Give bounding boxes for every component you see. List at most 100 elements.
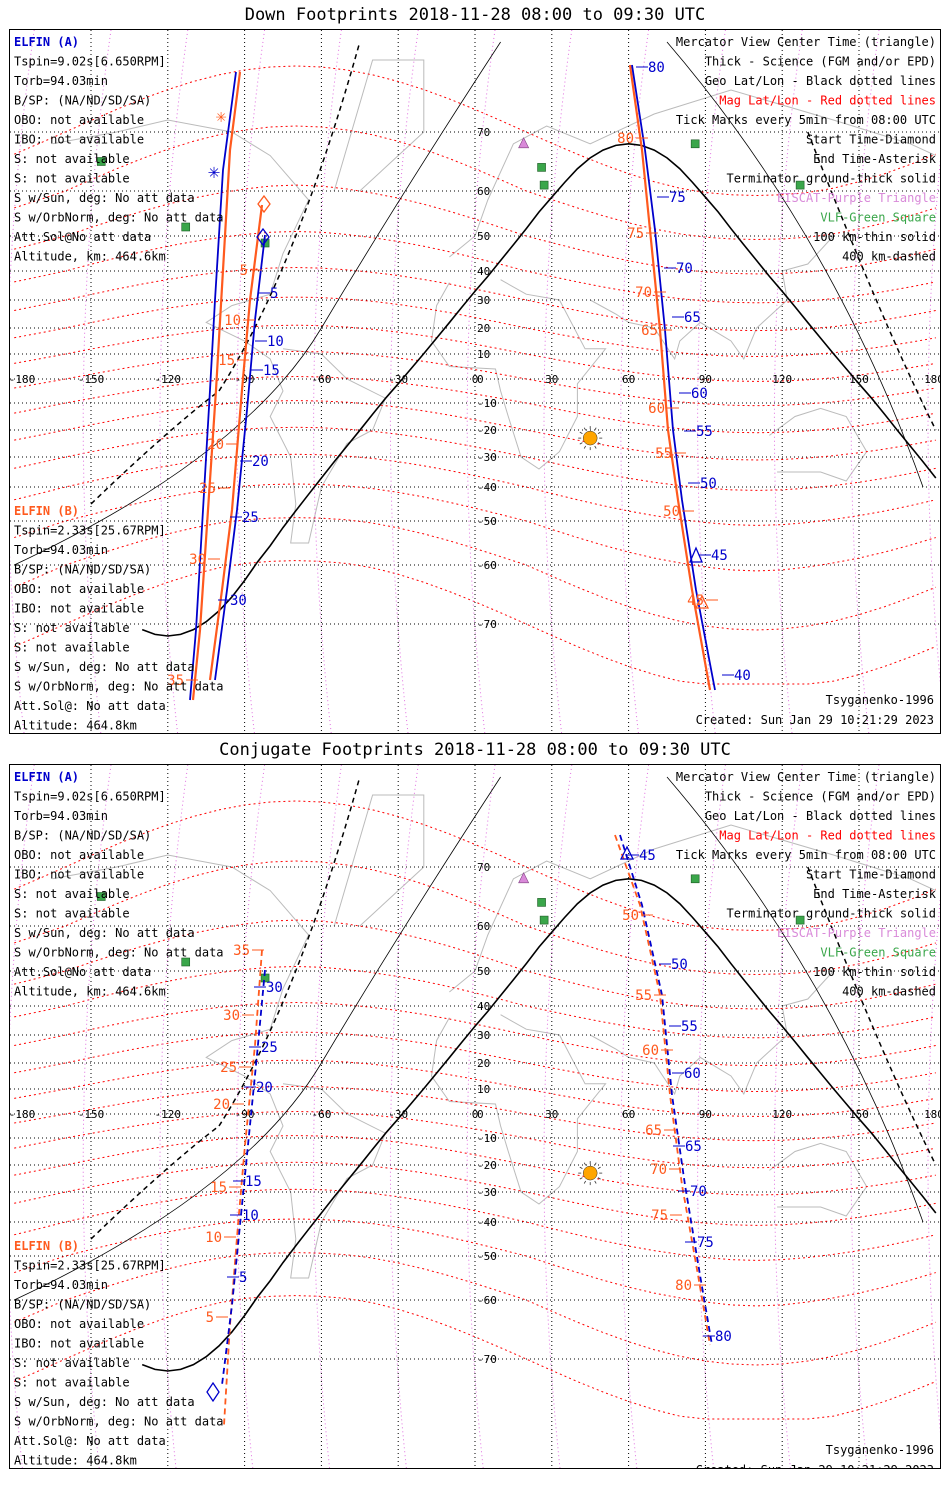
elfin-b-track-east bbox=[628, 64, 712, 691]
sun-ray bbox=[594, 427, 597, 431]
elfin-a-east-label: 40 bbox=[734, 668, 751, 684]
elfin-a-west-label: 5 bbox=[239, 1270, 247, 1286]
coastline-2 bbox=[430, 279, 607, 470]
vlf-square-icon bbox=[795, 915, 805, 925]
eiscat-triangle-icon bbox=[518, 137, 530, 149]
lon-tick-label: 30 bbox=[545, 1108, 558, 1121]
elfin-b-west-label: 15 bbox=[210, 1180, 227, 1196]
elfin-b-east-label: 80 bbox=[617, 131, 634, 147]
elfin-a-west-label: 20 bbox=[252, 454, 269, 470]
elfin-b-info: S w/Sun, deg: No att data bbox=[14, 660, 195, 674]
lat-tick-label: 20 bbox=[477, 1057, 490, 1070]
elfin-a-west-label: 10 bbox=[242, 1208, 259, 1224]
vlf-square-icon bbox=[96, 157, 106, 166]
mag-meridian bbox=[773, 30, 803, 733]
mag-parallel bbox=[14, 296, 936, 358]
created-label: Created: Sun Jan 29 10:21:29 2023 bbox=[696, 713, 934, 727]
lon-tick-label: -90 bbox=[235, 373, 255, 386]
elfin-b-info: IBO: not available bbox=[14, 1337, 144, 1351]
sun-icon bbox=[582, 430, 598, 446]
elfin-a-info: Att.Sol@No att data bbox=[14, 230, 151, 244]
elfin-a-east-label: 55 bbox=[681, 1019, 698, 1035]
sun-ray bbox=[579, 1166, 583, 1169]
vlf-square-icon bbox=[96, 892, 106, 901]
lon-tick-label: 0 bbox=[472, 1108, 479, 1121]
mag-meridian bbox=[389, 30, 419, 733]
elfin-b-east-label: 60 bbox=[648, 401, 665, 417]
elfin-b-info: S w/OrbNorm, deg: No att data bbox=[14, 1415, 224, 1429]
mag-parallel bbox=[14, 125, 936, 241]
sun-ray bbox=[579, 442, 583, 445]
map-panel-down: -180 -150 -120 -90 -60 -30 0 30 60 90 120 150 180 70 6… bbox=[9, 29, 941, 734]
elfin-a-west-label: 30 bbox=[266, 980, 283, 996]
elfin-a-info: Tspin=9.02s[6.650RPM] bbox=[14, 55, 166, 69]
mag-parallel bbox=[14, 400, 936, 461]
coastline-2 bbox=[430, 1014, 607, 1205]
vlf-square-icon bbox=[690, 874, 700, 884]
elfin-b-east-label: 55 bbox=[635, 988, 652, 1004]
elfin-b-east-label: 70 bbox=[635, 285, 652, 301]
lat-tick-label: 50 bbox=[477, 230, 490, 243]
terminator-400km bbox=[218, 776, 361, 1127]
mag-grid bbox=[14, 65, 936, 685]
vlf-square-icon bbox=[539, 180, 549, 190]
sun-ray bbox=[597, 1166, 601, 1169]
map-canvas-conjugate: -180 -150 -120 -90 -60 -30 0 30 60 90 120 150 180706… bbox=[10, 765, 941, 1468]
lat-tick-label: -50 bbox=[477, 515, 497, 528]
elfin-a-info: OBO: not available bbox=[14, 113, 144, 127]
terminator-100km bbox=[14, 41, 501, 566]
sun-ray bbox=[597, 442, 601, 445]
lon-tick-label: 30 bbox=[545, 373, 558, 386]
coastline-1 bbox=[333, 59, 425, 192]
terminator-100km-east bbox=[666, 776, 924, 1223]
elfin-a-info: S w/OrbNorm, deg: No att data bbox=[14, 946, 224, 960]
elfin-b-east-label: 45 bbox=[687, 593, 704, 609]
mag-meridians bbox=[10, 30, 940, 733]
elfin-b-east-label: 75 bbox=[651, 1208, 668, 1224]
lat-tick-label: -70 bbox=[477, 618, 497, 631]
lat-tick-label: 10 bbox=[477, 348, 490, 361]
vlf-square-icon bbox=[181, 957, 191, 967]
mag-parallel bbox=[14, 1059, 936, 1117]
mag-parallel bbox=[14, 1031, 936, 1093]
lat-tick-label: 70 bbox=[477, 861, 490, 874]
elfin-a-info: S: not available bbox=[14, 907, 130, 921]
lat-tick-label: -20 bbox=[477, 424, 497, 437]
lon-tick-label: -30 bbox=[388, 1108, 408, 1121]
mag-meridian bbox=[313, 30, 342, 733]
mag-parallel bbox=[14, 860, 936, 976]
mag-meridian bbox=[236, 30, 266, 733]
lat-tick-label: -10 bbox=[477, 1132, 497, 1145]
elfin-a-info: ELFIN (A) bbox=[14, 35, 79, 49]
terminator-400km-west bbox=[90, 390, 220, 505]
mag-parallel bbox=[14, 1252, 936, 1366]
elfin-a-info: S: not available bbox=[14, 152, 130, 166]
lon-tick-label: 150 bbox=[849, 1108, 869, 1121]
eiscat-triangle-icon bbox=[518, 872, 530, 884]
elfin-a-east-label: 75 bbox=[697, 1235, 714, 1251]
elfin-a-info: S w/Sun, deg: No att data bbox=[14, 926, 195, 940]
coastline-0 bbox=[52, 854, 387, 1279]
mag-parallel bbox=[14, 375, 936, 434]
elfin-b-info: ELFIN (B) bbox=[14, 1239, 79, 1253]
lat-tick-label: -20 bbox=[477, 1159, 497, 1172]
elfin-a-east-label: 55 bbox=[696, 424, 713, 440]
lat-tick-label: -50 bbox=[477, 1250, 497, 1263]
elfin-b-east-label: 60 bbox=[642, 1043, 659, 1059]
lat-tick-label: -60 bbox=[477, 1294, 497, 1307]
coastlines bbox=[52, 59, 937, 544]
elfin-b-info: Tspin=2.33s[25.67RPM] bbox=[14, 524, 166, 538]
lat-tick-label: 10 bbox=[477, 1083, 490, 1096]
elfin-b-info: Att.Sol@: No att data bbox=[14, 1434, 166, 1448]
lon-tick-label: 180 bbox=[924, 1108, 941, 1121]
elfin-a-info: Tspin=9.02s[6.650RPM] bbox=[14, 790, 166, 804]
elfin-a-west-label: 15 bbox=[245, 1174, 262, 1190]
elfin-a-info: S: not available bbox=[14, 172, 130, 186]
elfin-b-info: Torb=94.03min bbox=[14, 543, 108, 557]
sun-ray bbox=[594, 1180, 597, 1184]
vlf-square-icon bbox=[537, 898, 546, 907]
elfin-b-west-label: 5 bbox=[240, 263, 248, 279]
lat-tick-label: 60 bbox=[477, 185, 490, 198]
mag-meridian bbox=[10, 30, 35, 733]
sun-ray bbox=[583, 1162, 587, 1166]
